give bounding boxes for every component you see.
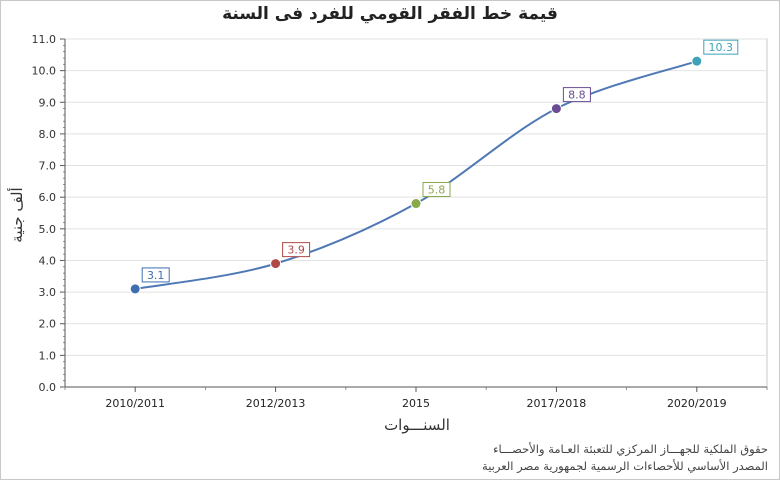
data-point[interactable] <box>270 258 282 270</box>
plot-border <box>64 38 768 388</box>
y-tick-label: 4.0 <box>39 254 57 267</box>
data-label: 10.3 <box>709 41 734 54</box>
data-label-box <box>422 182 451 198</box>
y-tick-label: 3.0 <box>39 286 57 299</box>
y-tick-label: 8.0 <box>39 128 57 141</box>
y-axis-label: ألف جنية <box>7 187 26 242</box>
data-point[interactable] <box>550 103 562 115</box>
y-tick-label: 9.0 <box>39 96 57 109</box>
x-tick-label: 2015 <box>402 397 430 410</box>
y-tick-label: 2.0 <box>39 318 57 331</box>
footer-source: المصدر الأساسي للأحصاءات الرسمية لجمهوري… <box>482 459 768 473</box>
data-label-box <box>703 39 739 55</box>
footer-copyright: حقوق الملكية للجهـــاز المركزي للتعبئة ا… <box>493 442 768 456</box>
series-path <box>135 60 698 290</box>
x-tick-label: 2017/2018 <box>527 397 587 410</box>
y-tick-label: 11.0 <box>32 33 57 46</box>
data-points <box>129 55 703 295</box>
y-tick-label: 7.0 <box>39 160 57 173</box>
x-tick-label: 2010/2011 <box>105 397 165 410</box>
data-point[interactable] <box>129 283 141 295</box>
x-axis-label: السنـــوات <box>384 416 450 434</box>
y-tick-label: 5.0 <box>39 223 57 236</box>
chart-title: قيمة خط الفقر القومي للفرد فى السنة <box>222 4 558 24</box>
x-tick-label: 2020/2019 <box>667 397 727 410</box>
x-tick-label: 2012/2013 <box>246 397 306 410</box>
series-line <box>135 60 698 290</box>
data-label-box <box>562 87 591 103</box>
y-tick-label: 0.0 <box>39 381 57 394</box>
data-label-box <box>282 242 311 258</box>
y-tick-label: 1.0 <box>39 349 57 362</box>
data-label-box <box>141 267 170 283</box>
y-tick-label: 6.0 <box>39 191 57 204</box>
footer: حقوق الملكية للجهـــاز المركزي للتعبئة ا… <box>482 441 768 475</box>
data-label: 5.8 <box>428 184 446 197</box>
data-labels: 3.1 3.9 5.8 8.8 10.3 <box>141 39 739 283</box>
data-label: 3.9 <box>287 244 305 257</box>
data-point[interactable] <box>691 55 703 67</box>
axes: 0.0 1.0 2.0 3.0 4.0 5.0 6.0 7.0 8.0 9.0 10.0 11.0 20… <box>32 33 768 410</box>
y-tick-label: 10.0 <box>32 65 57 78</box>
gridlines <box>64 38 768 388</box>
data-label: 8.8 <box>568 89 586 102</box>
data-label: 3.1 <box>147 269 165 282</box>
data-point[interactable] <box>410 198 422 210</box>
